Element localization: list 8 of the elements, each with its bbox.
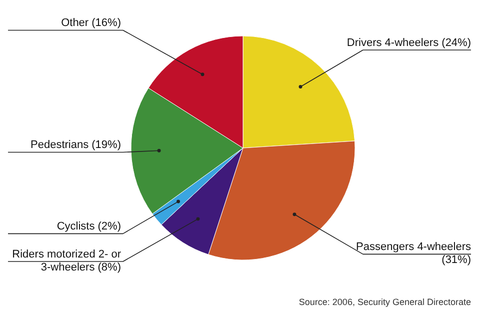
slice-label: Pedestrians (19%)	[30, 139, 121, 152]
data-label: (31%)	[442, 254, 471, 266]
source-note: Source: 2006, Security General Directorate	[298, 297, 471, 307]
slice-label: Passengers 4-wheelers	[356, 241, 472, 254]
slice-label: Riders motorized 2- or 3-wheelers (8%)	[12, 248, 122, 274]
slice-label: Other (16%)	[61, 17, 121, 30]
slice-label: Cyclists (2%)	[56, 220, 121, 233]
slice-label: Drivers 4-wheelers (24%)	[346, 37, 471, 50]
